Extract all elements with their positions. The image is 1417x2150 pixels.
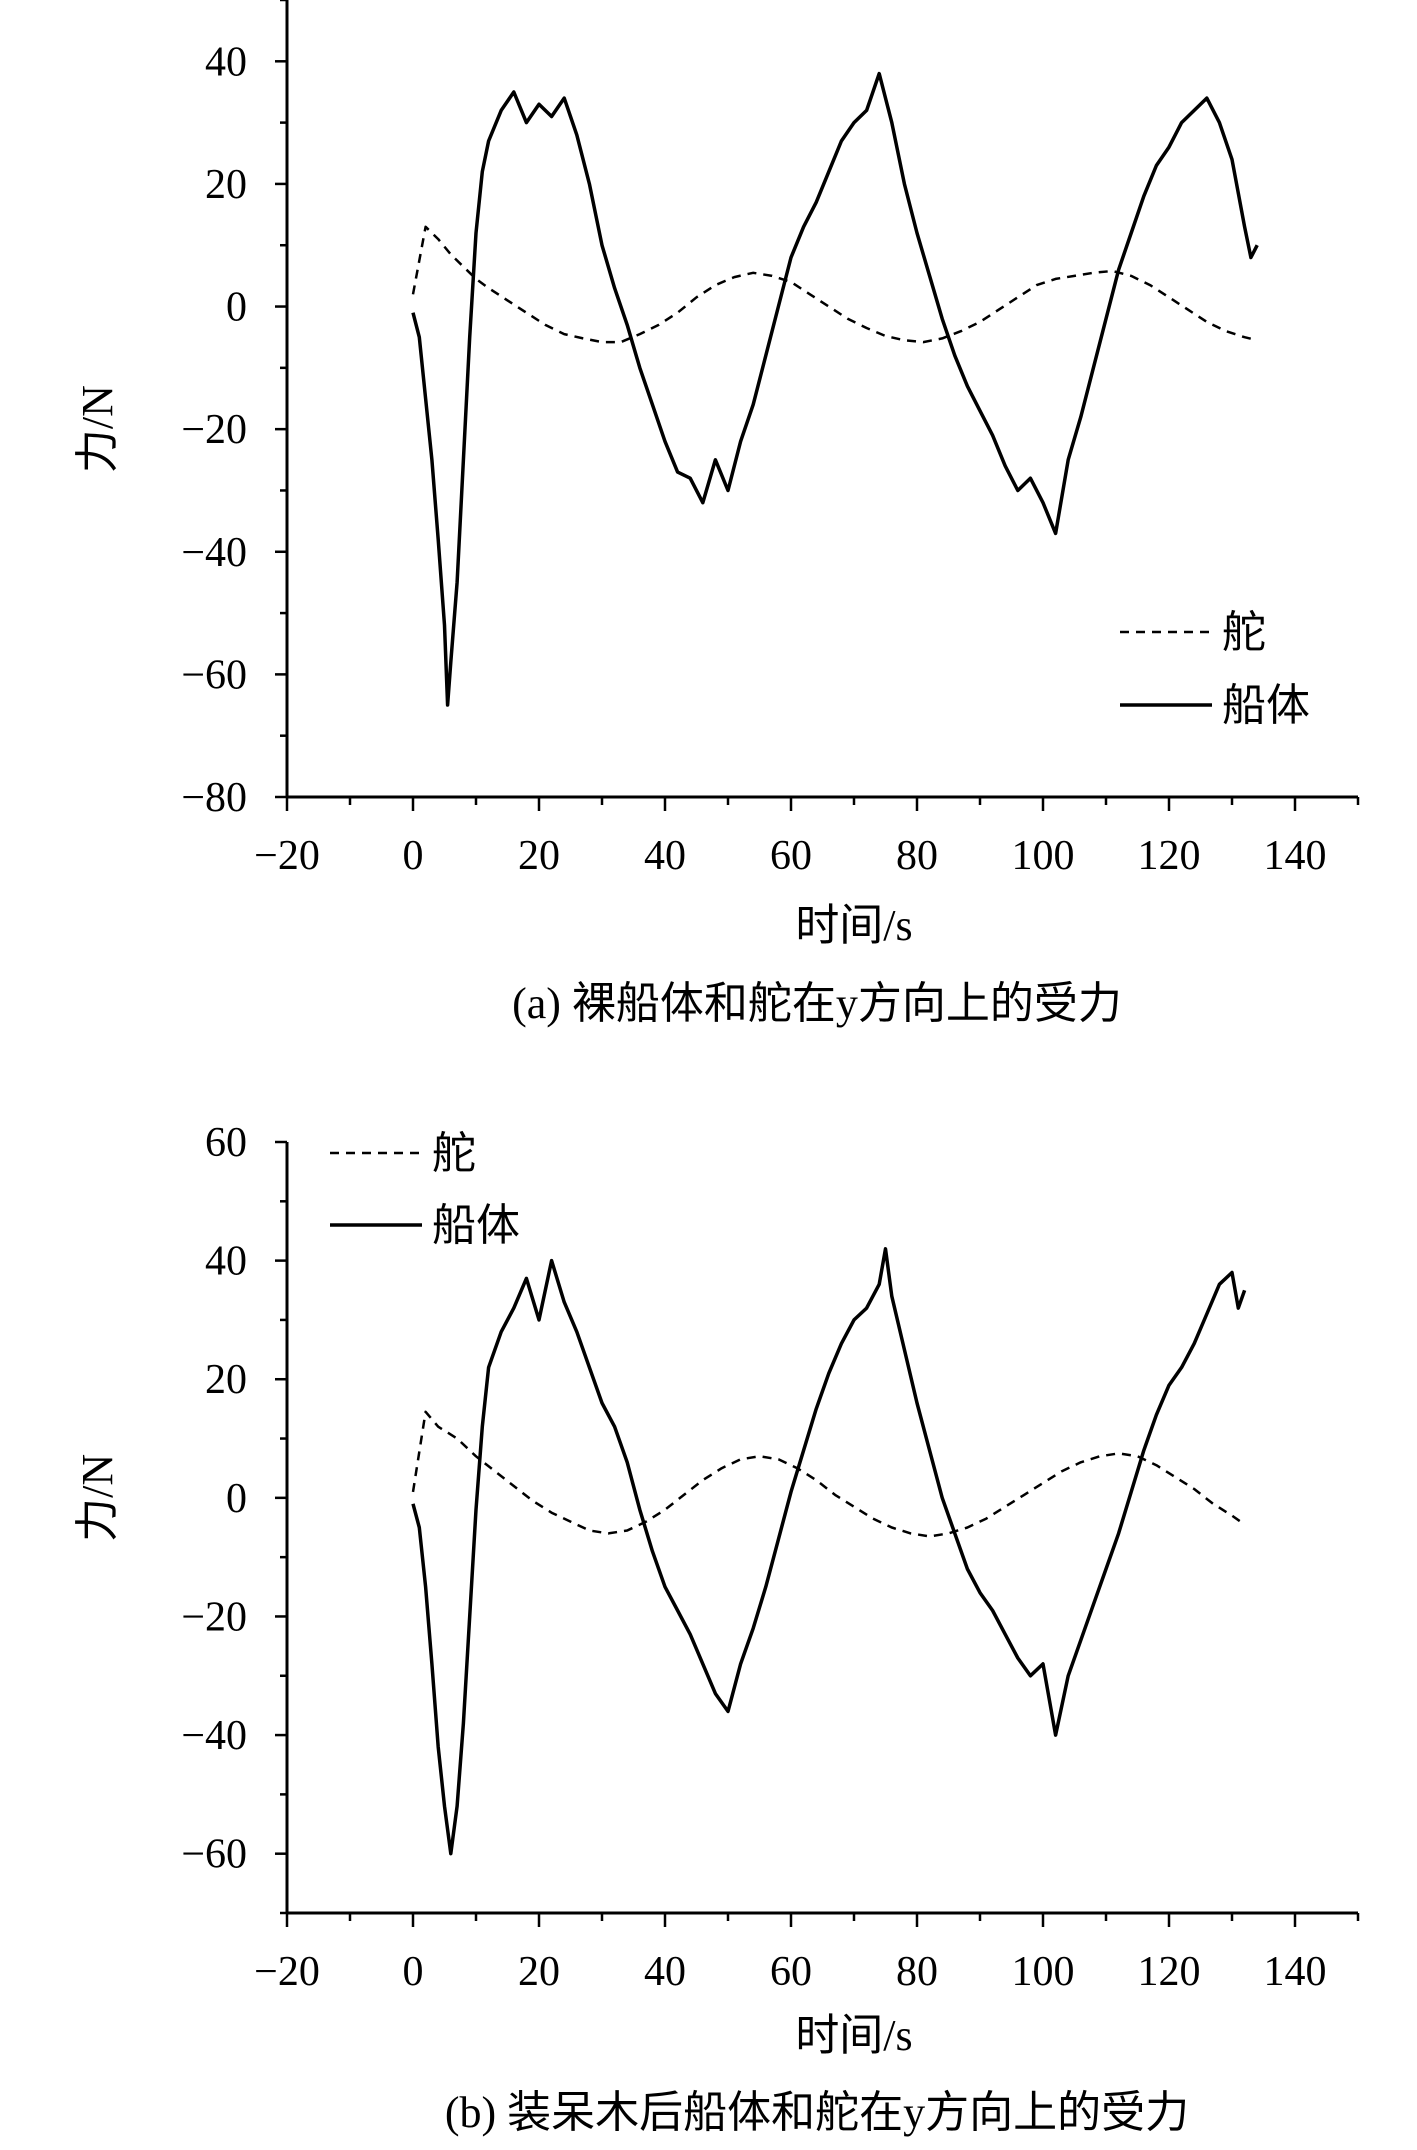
panel-b-chart: −20 0 20 40 60 80 100 120 140 −60 −40 −20 0 20 40 60 时间/… <box>73 1120 1360 2137</box>
y-tick-label: −60 <box>181 1832 247 1878</box>
x-tick-label: 100 <box>1012 833 1075 879</box>
legend-label: 舵 <box>1222 608 1266 657</box>
figure-caption: (a) 裸船体和舵在y方向上的受力 <box>512 979 1122 1028</box>
x-tick-label: −20 <box>254 833 320 879</box>
x-tick-label: 80 <box>896 833 938 879</box>
legend: 舵船体 <box>330 1129 520 1250</box>
y-tick-label: 20 <box>205 162 247 208</box>
x-tick-label: 0 <box>403 833 424 879</box>
hull-series-line <box>411 71 1259 707</box>
panel-a-chart: −20 0 20 40 60 80 100 120 140 −80 −60 −40 −20 0 20 40 时间… <box>73 0 1360 1028</box>
x-tick-label: 100 <box>1012 1949 1075 1995</box>
x-tick-label: 0 <box>403 1949 424 1995</box>
y-tick-label: 0 <box>226 1476 247 1522</box>
y-tick-label: −60 <box>181 652 247 698</box>
y-axis-label: 力/N <box>73 1454 122 1542</box>
x-tick-label: 80 <box>896 1949 938 1995</box>
legend-label: 船体 <box>1222 681 1310 730</box>
y-tick-label: 20 <box>205 1357 247 1403</box>
y-axis-label: 力/N <box>73 385 122 473</box>
x-tick-label: 60 <box>770 1949 812 1995</box>
y-tick-label: −40 <box>181 1713 247 1759</box>
x-tick-label: 40 <box>644 833 686 879</box>
hull-series-line <box>411 1247 1247 1856</box>
y-tick-label: 40 <box>205 39 247 85</box>
x-tick-label: 20 <box>518 1949 560 1995</box>
x-tick-label: 120 <box>1138 1949 1201 1995</box>
y-tick-label: 60 <box>205 1120 247 1166</box>
legend-label: 船体 <box>432 1201 520 1250</box>
y-tick-label: −20 <box>181 1594 247 1640</box>
y-tick-label: −80 <box>181 775 247 821</box>
x-tick-label: 140 <box>1264 1949 1327 1995</box>
y-tick-label: −40 <box>181 530 247 576</box>
x-tick-label: 140 <box>1264 833 1327 879</box>
x-tick-label: 60 <box>770 833 812 879</box>
legend: 舵船体 <box>1120 608 1310 730</box>
y-tick-label: 40 <box>205 1239 247 1285</box>
legend-label: 舵 <box>432 1129 476 1178</box>
x-tick-label: 20 <box>518 833 560 879</box>
x-axis-label: 时间/s <box>795 901 912 950</box>
x-tick-label: 40 <box>644 1949 686 1995</box>
x-tick-label: 120 <box>1138 833 1201 879</box>
x-axis-label: 时间/s <box>795 2011 912 2060</box>
y-tick-label: 0 <box>226 285 247 331</box>
figure-caption: (b) 装呆木后船体和舵在y方向上的受力 <box>445 2088 1189 2137</box>
y-tick-label: −20 <box>181 407 247 453</box>
rudder-series-line <box>411 1410 1246 1538</box>
x-tick-label: −20 <box>254 1949 320 1995</box>
rudder-series-line <box>411 225 1258 344</box>
